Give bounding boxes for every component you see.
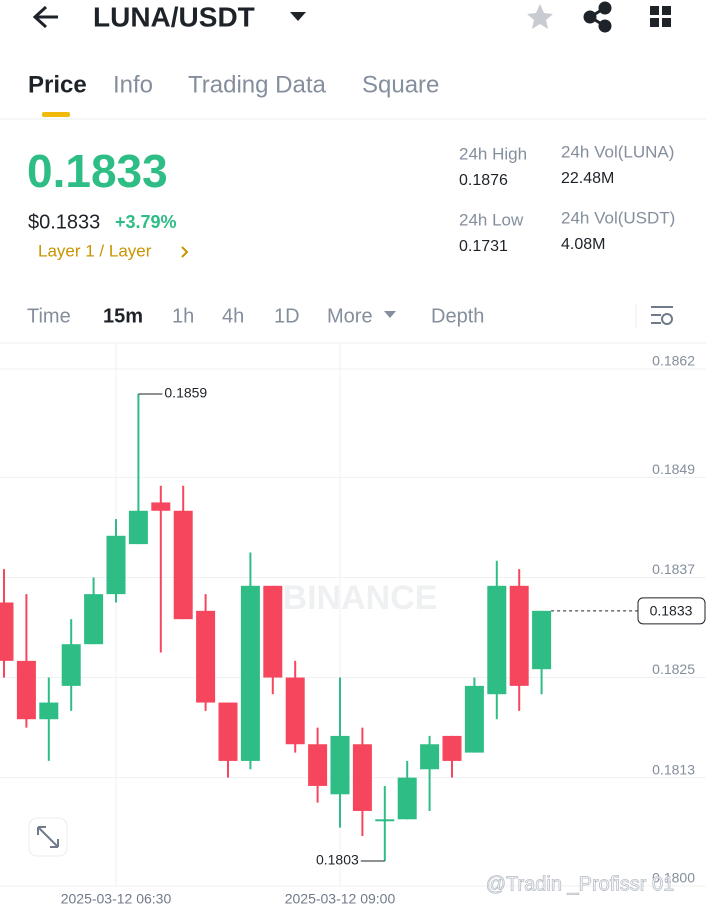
stat-label: 24h Low bbox=[459, 210, 524, 229]
stat-value: 0.1731 bbox=[459, 238, 508, 255]
stat-value: 4.08M bbox=[561, 236, 605, 253]
x-tick-label: 2025-03-12 09:00 bbox=[285, 891, 396, 907]
tag-arrow[interactable] bbox=[181, 246, 189, 258]
candle-body bbox=[532, 610, 552, 670]
candle-body bbox=[509, 585, 529, 686]
stat-value: 0.1876 bbox=[459, 172, 508, 189]
candle-body bbox=[330, 735, 350, 795]
tab-indicator bbox=[42, 112, 70, 117]
y-tick-label: 0.1849 bbox=[652, 461, 695, 477]
candle-body bbox=[84, 594, 104, 645]
grid-menu[interactable] bbox=[650, 6, 671, 27]
candle-body bbox=[375, 819, 395, 822]
candle-body bbox=[128, 510, 148, 545]
pair-title[interactable]: LUNA/USDT bbox=[93, 1, 255, 32]
tab[interactable]: Trading Data bbox=[188, 71, 327, 98]
chart: BINANCE 0.1862 0.1849 0.1837 0.1825 0.1813 0.1… bbox=[0, 344, 706, 907]
usd-price: $0.1833 bbox=[28, 211, 100, 233]
low-annotation: 0.1803 bbox=[316, 852, 359, 868]
tag-link[interactable]: Layer 1 / Layer bbox=[38, 241, 152, 260]
candle-body bbox=[151, 502, 171, 511]
candle-body bbox=[240, 585, 260, 761]
back-button[interactable] bbox=[32, 5, 58, 29]
stat-label: 24h Vol(LUNA) bbox=[561, 142, 674, 161]
interval[interactable]: Depth bbox=[431, 305, 484, 327]
candle-body bbox=[263, 585, 283, 678]
stat-label: 24h Vol(USDT) bbox=[561, 208, 675, 227]
y-tick-label: 0.1800 bbox=[652, 870, 695, 886]
interval[interactable]: 4h bbox=[222, 305, 244, 327]
candle-body bbox=[173, 510, 193, 620]
candle-body bbox=[106, 535, 126, 595]
y-tick-label: 0.1862 bbox=[652, 353, 695, 369]
y-tick-label: 0.1825 bbox=[652, 661, 695, 677]
y-tick-label: 0.1837 bbox=[652, 561, 695, 577]
candle-body bbox=[442, 735, 462, 761]
x-tick-label: 2025-03-12 06:30 bbox=[61, 891, 172, 907]
watermark: BINANCE bbox=[283, 579, 438, 617]
candle-body bbox=[16, 660, 36, 720]
current-price-box bbox=[637, 597, 706, 625]
user-watermark: @Tradin _Profissr 01 bbox=[486, 873, 675, 895]
current-price-label: 0.1833 bbox=[650, 603, 693, 619]
interval[interactable]: Time bbox=[27, 305, 71, 327]
candle-body bbox=[487, 585, 507, 695]
tab[interactable]: Square bbox=[362, 71, 439, 98]
candle-body bbox=[218, 702, 238, 761]
price-change: +3.79% bbox=[115, 212, 177, 232]
interval[interactable]: More bbox=[327, 305, 373, 327]
tab[interactable]: Info bbox=[113, 71, 153, 98]
candle-body bbox=[196, 610, 216, 703]
candle-body bbox=[61, 644, 81, 686]
candle-body bbox=[39, 702, 59, 720]
candle-body bbox=[397, 777, 417, 820]
chart-settings[interactable] bbox=[651, 306, 673, 325]
y-tick-label: 0.1813 bbox=[652, 761, 695, 777]
tab[interactable]: Price bbox=[28, 71, 87, 98]
candle-body bbox=[464, 685, 484, 753]
stat-label: 24h High bbox=[459, 144, 527, 163]
favorite-star[interactable] bbox=[527, 4, 553, 29]
pair-dropdown[interactable] bbox=[290, 12, 306, 21]
candle-body bbox=[0, 602, 14, 661]
interval[interactable]: 1D bbox=[274, 305, 300, 327]
expand-icon bbox=[37, 826, 59, 848]
last-price: 0.1833 bbox=[27, 145, 168, 197]
share-button[interactable] bbox=[583, 1, 612, 33]
candle-body bbox=[420, 744, 440, 770]
interval[interactable]: 15m bbox=[103, 305, 143, 327]
candle-body bbox=[308, 744, 328, 786]
candle-body bbox=[352, 744, 372, 811]
stat-value: 22.48M bbox=[561, 170, 614, 187]
high-annotation: 0.1859 bbox=[164, 385, 207, 401]
more-dropdown[interactable] bbox=[384, 311, 396, 318]
interval[interactable]: 1h bbox=[172, 305, 194, 327]
candle-body bbox=[285, 677, 305, 745]
